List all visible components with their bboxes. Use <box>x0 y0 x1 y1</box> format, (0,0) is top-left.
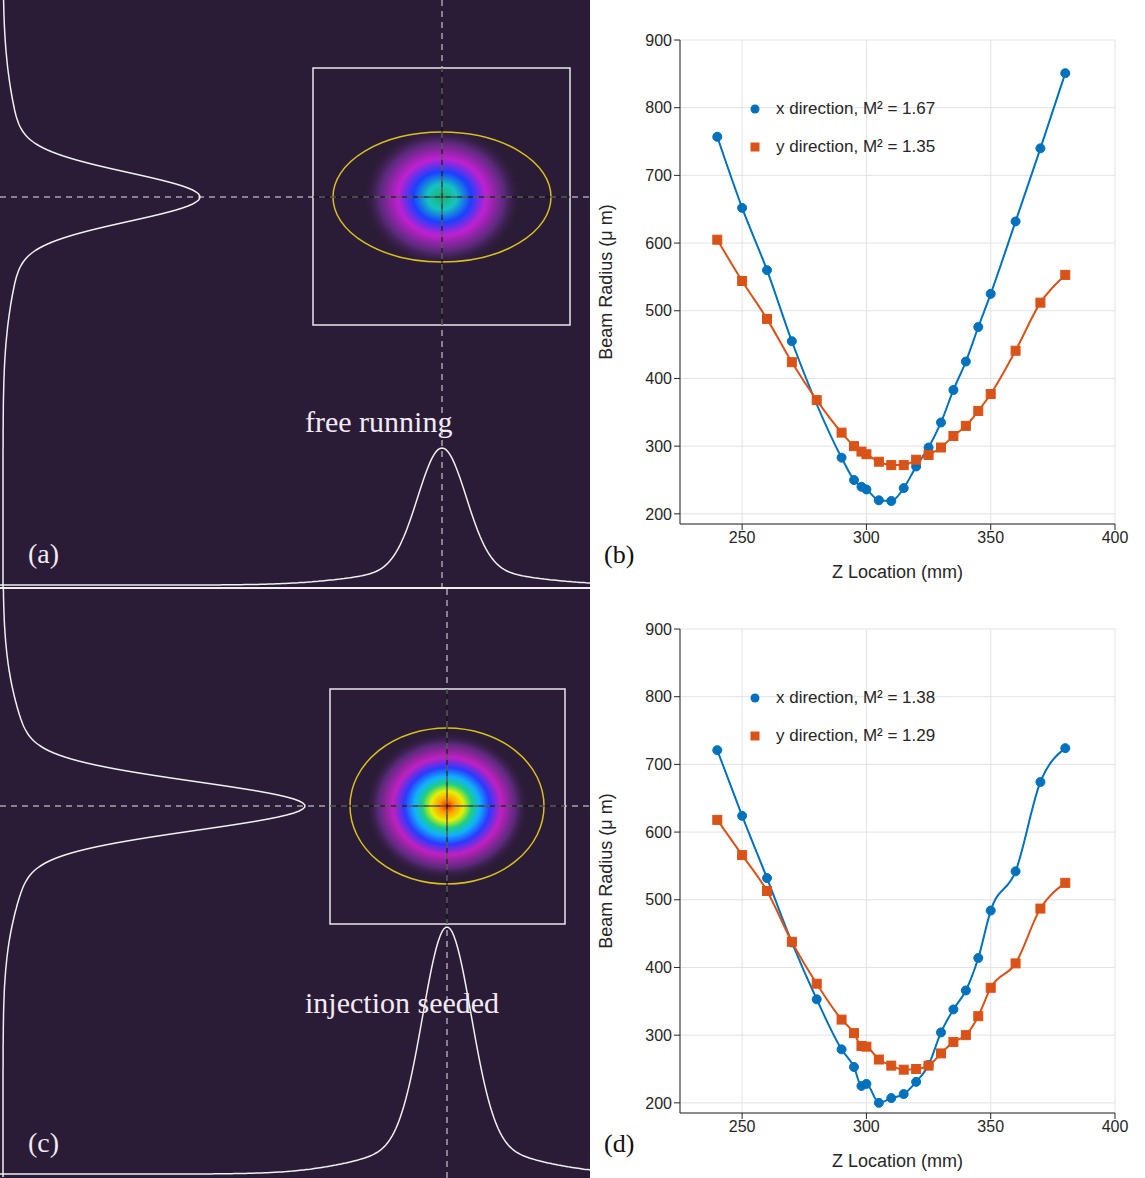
svg-text:300: 300 <box>853 529 880 546</box>
svg-text:500: 500 <box>645 302 672 319</box>
svg-text:300: 300 <box>853 1118 880 1135</box>
svg-text:injection seeded: injection seeded <box>305 986 499 1019</box>
html-text:x direction, M² = 1.38: x direction, M² = 1.38 <box>776 688 936 707</box>
svg-text:300: 300 <box>645 1027 672 1044</box>
svg-text:free running: free running <box>305 405 452 438</box>
svg-text:Z Location (mm): Z Location (mm) <box>832 1151 963 1171</box>
svg-text:300: 300 <box>645 438 672 455</box>
svg-text:350: 350 <box>977 529 1004 546</box>
svg-text:400: 400 <box>645 370 672 387</box>
svg-text:(a): (a) <box>28 538 59 569</box>
svg-text:200: 200 <box>645 1095 672 1112</box>
svg-text:200: 200 <box>645 506 672 523</box>
svg-text:Beam Radius (μ m): Beam Radius (μ m) <box>596 204 616 359</box>
html-text:y direction, M² = 1.35: y direction, M² = 1.35 <box>776 137 936 156</box>
svg-text:600: 600 <box>645 824 672 841</box>
svg-text:250: 250 <box>729 1118 756 1135</box>
svg-text:350: 350 <box>977 1118 1004 1135</box>
svg-text:600: 600 <box>645 235 672 252</box>
svg-text:900: 900 <box>645 621 672 638</box>
svg-text:800: 800 <box>645 688 672 705</box>
svg-text:400: 400 <box>1102 1118 1129 1135</box>
svg-text:800: 800 <box>645 99 672 116</box>
svg-text:Z Location (mm): Z Location (mm) <box>832 562 963 582</box>
svg-text:700: 700 <box>645 167 672 184</box>
svg-text:500: 500 <box>645 891 672 908</box>
svg-text:400: 400 <box>645 959 672 976</box>
svg-text:400: 400 <box>1102 529 1129 546</box>
html-text:x direction, M² = 1.67: x direction, M² = 1.67 <box>776 99 936 118</box>
svg-text:Beam Radius (μ m): Beam Radius (μ m) <box>596 793 616 948</box>
svg-text:900: 900 <box>645 32 672 49</box>
html-text:(b): (b) <box>604 540 635 569</box>
html-text:y direction, M² = 1.29: y direction, M² = 1.29 <box>776 726 936 745</box>
svg-text:250: 250 <box>729 529 756 546</box>
html-text:(d): (d) <box>604 1129 635 1158</box>
svg-text:700: 700 <box>645 756 672 773</box>
svg-text:(c): (c) <box>28 1127 59 1158</box>
